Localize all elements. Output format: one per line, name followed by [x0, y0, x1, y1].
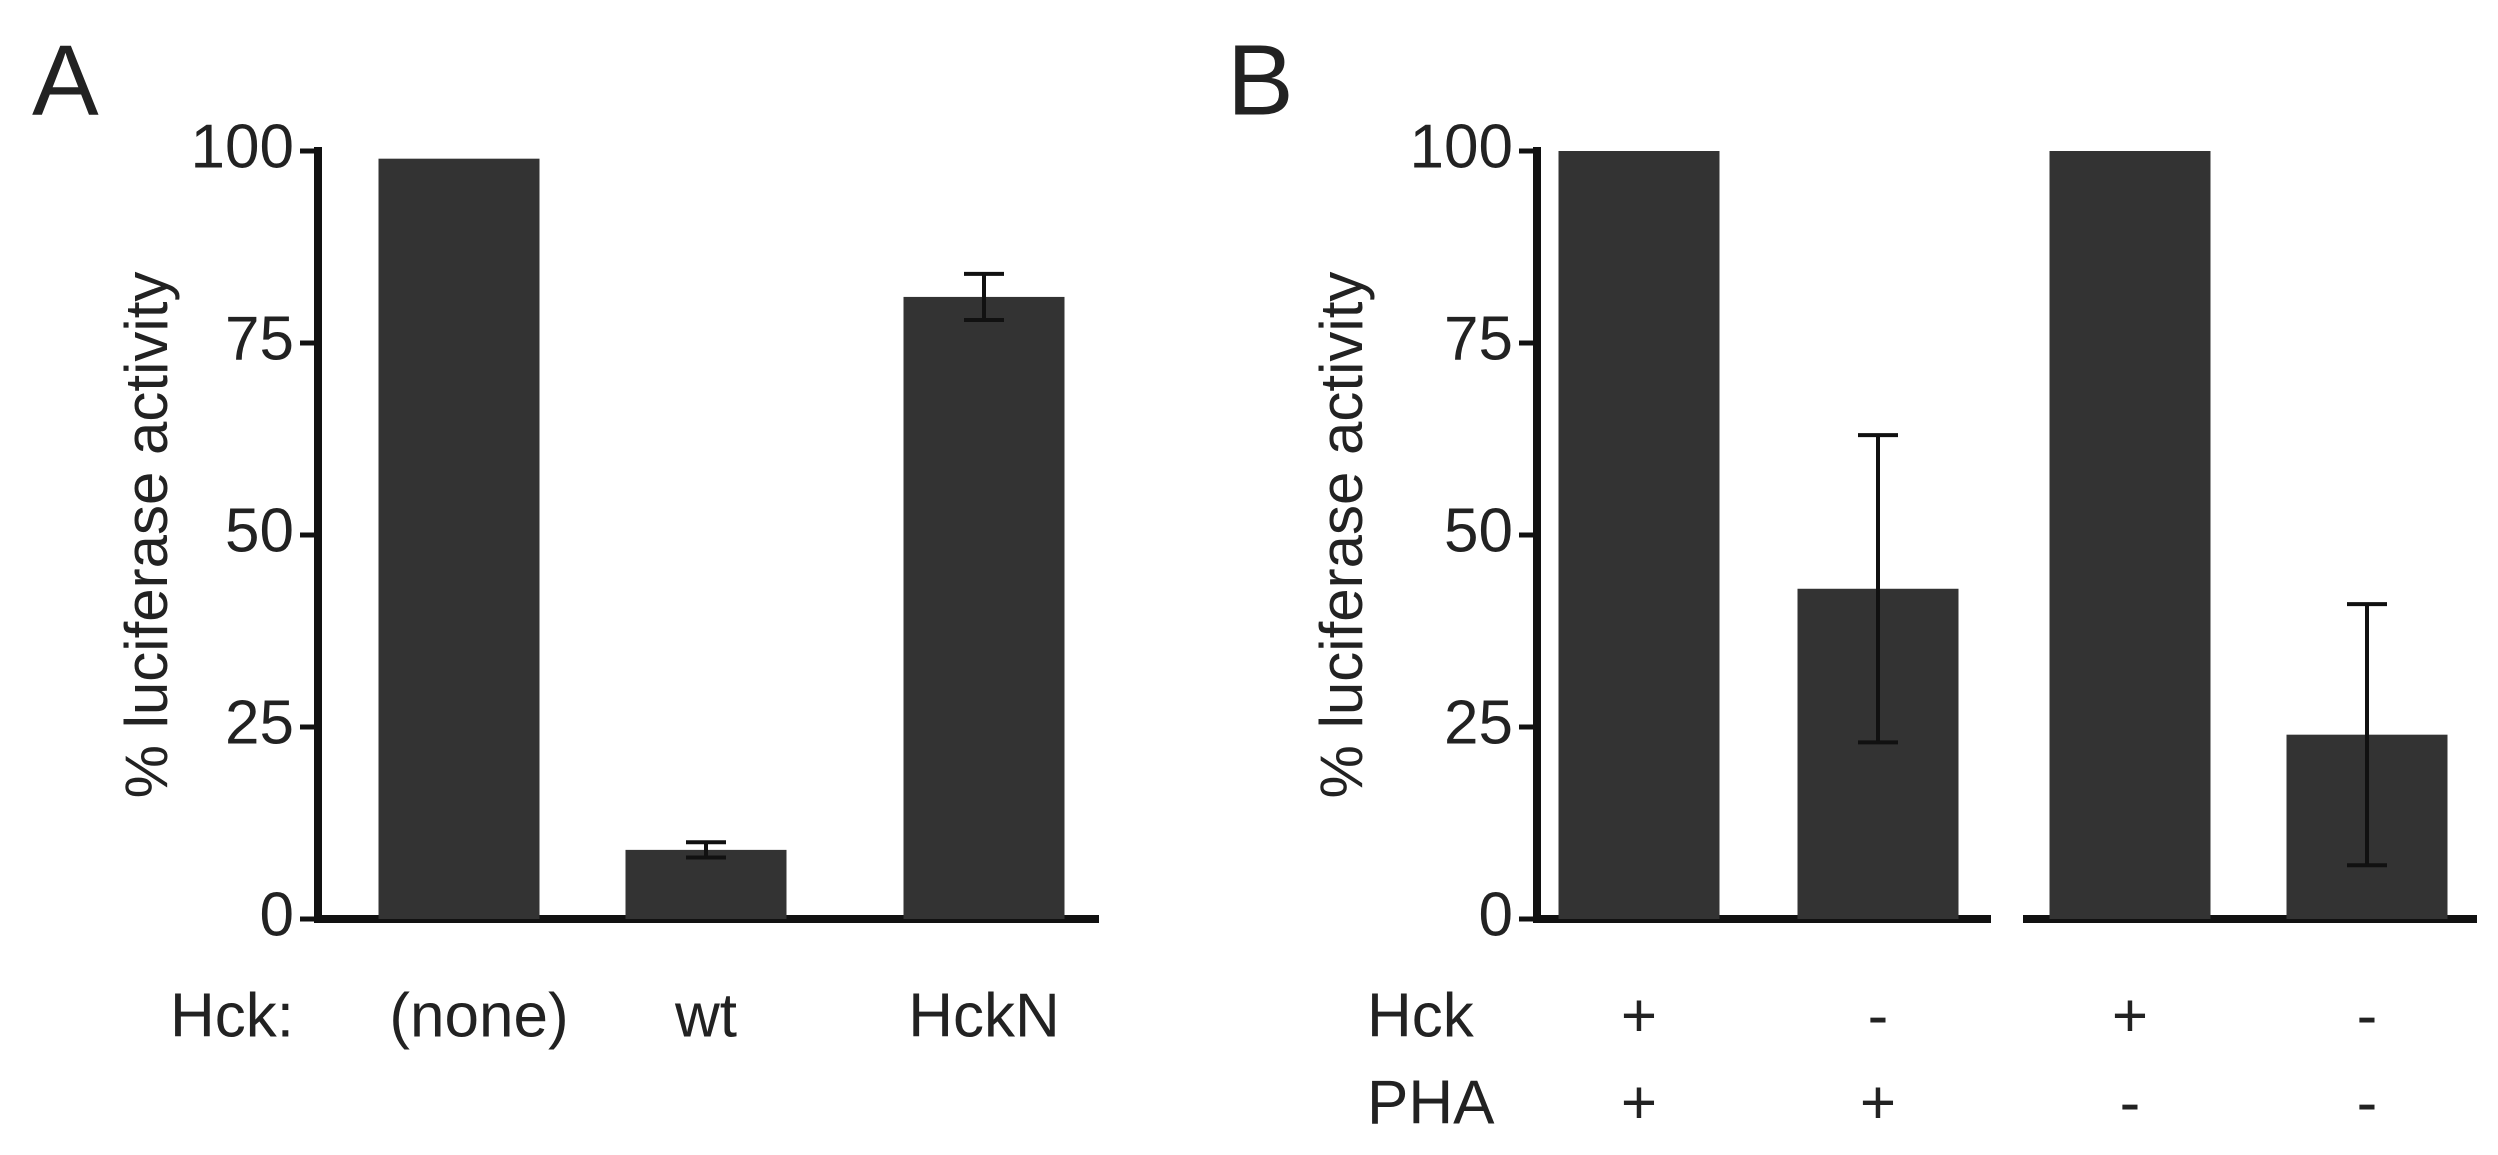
row-label: PHA: [1367, 1068, 1495, 1137]
row-value: -: [2120, 1068, 2141, 1137]
y-axis-label: % luciferase activity: [113, 272, 180, 799]
x-axis-label: Hck:: [170, 981, 294, 1050]
y-tick-label: 0: [1479, 880, 1513, 949]
row-value: +: [1621, 1068, 1657, 1137]
row-label: Hck: [1367, 981, 1475, 1050]
bar: [2049, 151, 2211, 919]
x-tick-label: wt: [674, 981, 737, 1050]
y-tick-label: 25: [1444, 688, 1513, 757]
y-tick-label: 75: [1444, 304, 1513, 373]
y-tick-label: 25: [225, 688, 294, 757]
x-tick-label: (none): [389, 981, 568, 1050]
bar: [1558, 151, 1720, 919]
row-value: -: [2357, 981, 2378, 1050]
panel-label: B: [1227, 24, 1294, 136]
panel-label: A: [32, 24, 99, 136]
y-tick-label: 100: [1410, 112, 1513, 181]
bar: [378, 158, 540, 919]
x-tick-label: HckN: [908, 981, 1060, 1050]
bar: [903, 296, 1065, 919]
row-value: -: [2357, 1068, 2378, 1137]
y-tick-label: 0: [260, 880, 294, 949]
y-tick-label: 50: [225, 496, 294, 565]
y-axis-label: % luciferase activity: [1308, 272, 1375, 799]
row-value: +: [2112, 981, 2148, 1050]
bar: [625, 849, 787, 919]
y-tick-label: 50: [1444, 496, 1513, 565]
row-value: +: [1860, 1068, 1896, 1137]
y-tick-label: 100: [191, 112, 294, 181]
y-tick-label: 75: [225, 304, 294, 373]
row-value: -: [1868, 981, 1889, 1050]
row-value: +: [1621, 981, 1657, 1050]
